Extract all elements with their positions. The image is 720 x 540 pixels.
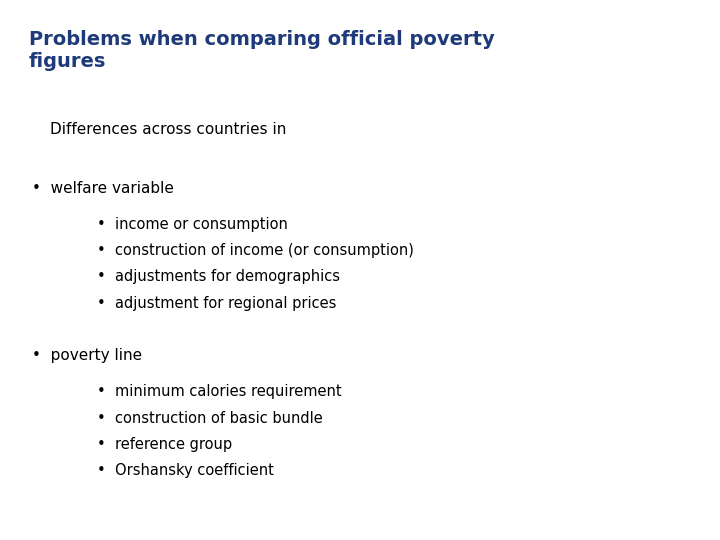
Text: •  reference group: • reference group — [97, 437, 233, 452]
Text: Problems when comparing official poverty
figures: Problems when comparing official poverty… — [29, 30, 495, 71]
Text: •  poverty line: • poverty line — [32, 348, 143, 363]
Text: •  income or consumption: • income or consumption — [97, 217, 288, 232]
Text: •  adjustment for regional prices: • adjustment for regional prices — [97, 296, 336, 310]
Text: •  construction of income (or consumption): • construction of income (or consumption… — [97, 243, 414, 258]
Text: •  welfare variable: • welfare variable — [32, 181, 174, 196]
Text: Differences across countries in: Differences across countries in — [50, 122, 287, 137]
Text: •  adjustments for demographics: • adjustments for demographics — [97, 269, 340, 285]
Text: •  construction of basic bundle: • construction of basic bundle — [97, 410, 323, 426]
Text: •  Orshansky coefficient: • Orshansky coefficient — [97, 463, 274, 478]
Text: •  minimum calories requirement: • minimum calories requirement — [97, 384, 342, 400]
